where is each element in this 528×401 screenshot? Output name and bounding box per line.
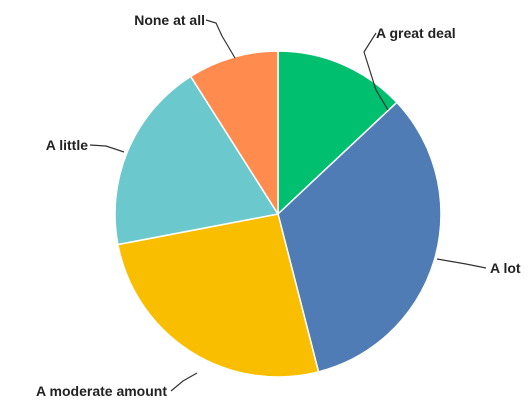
leader-line-2 — [170, 372, 198, 392]
slice-label-4: None at all — [134, 12, 205, 28]
leader-line-3 — [89, 144, 125, 153]
leader-lines — [89, 19, 487, 392]
pie-slices — [114, 50, 442, 378]
leader-line-0 — [363, 32, 389, 111]
pie-slice-0 — [277, 50, 398, 216]
pie-slice-1 — [277, 101, 442, 373]
slice-labels: A great deal A lot A moderate amount A litt… — [36, 12, 521, 399]
pie-slice-3 — [114, 75, 280, 246]
slice-label-1: A lot — [490, 260, 521, 276]
pie-slice-2 — [117, 213, 320, 378]
pie-slice-4 — [189, 50, 279, 217]
slice-label-0: A great deal — [376, 25, 456, 41]
leader-line-1 — [436, 258, 487, 269]
slice-label-3: A little — [46, 137, 88, 153]
leader-line-4 — [205, 19, 236, 59]
slice-label-2: A moderate amount — [36, 383, 167, 399]
